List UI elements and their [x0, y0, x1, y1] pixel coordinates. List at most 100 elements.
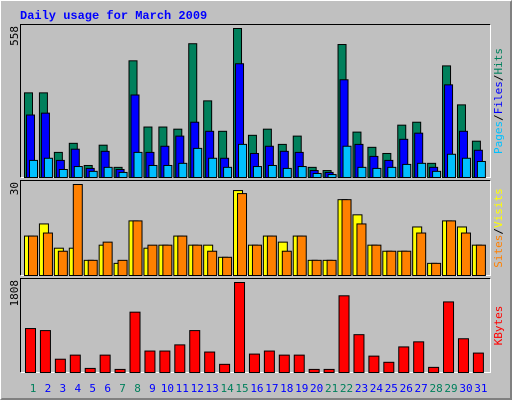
x-tick-label: 7: [119, 382, 126, 395]
bar: [133, 151, 143, 179]
bar: [323, 368, 335, 374]
x-tick-label: 8: [134, 382, 141, 395]
legend-entry: KBytes: [492, 306, 505, 346]
legend-entry: Pages: [492, 121, 505, 154]
bar: [237, 193, 248, 277]
x-tick-label: 2: [45, 382, 52, 395]
bar: [72, 184, 83, 276]
bar: [193, 147, 203, 179]
x-tick-label: 10: [161, 382, 174, 395]
x-tick-label: 27: [415, 382, 428, 395]
x-tick-label: 18: [280, 382, 293, 395]
bar: [177, 235, 188, 276]
bar: [342, 145, 352, 179]
bar: [461, 157, 471, 179]
y-tick-label: 1808: [8, 280, 21, 307]
bar: [118, 171, 128, 179]
legend-entry: Files: [492, 81, 505, 114]
legend: Pages/Files/Hits: [492, 48, 505, 154]
x-tick-label: 6: [104, 382, 111, 395]
bar: [431, 262, 442, 277]
bar: [475, 244, 486, 277]
bar: [87, 259, 98, 277]
bar: [398, 346, 410, 374]
bar: [29, 159, 38, 179]
bar: [383, 361, 395, 373]
bar: [103, 166, 113, 178]
x-tick-label: 29: [444, 382, 457, 395]
bar: [263, 350, 275, 373]
x-tick-label: 3: [60, 382, 67, 395]
x-tick-label: 1: [30, 382, 37, 395]
x-tick-label: 28: [429, 382, 442, 395]
x-tick-label: 11: [176, 382, 189, 395]
bar: [207, 250, 218, 277]
bar: [386, 250, 397, 277]
bar: [28, 235, 38, 276]
x-tick-label: 17: [265, 382, 278, 395]
x-tick-label: 25: [385, 382, 398, 395]
bar: [341, 199, 352, 277]
bar: [356, 223, 367, 276]
bar: [58, 168, 68, 178]
bar: [178, 162, 188, 179]
panel-border-dark: [20, 24, 491, 178]
bar: [88, 170, 98, 179]
bar: [43, 157, 53, 179]
bar: [417, 162, 427, 179]
legend-separator: /: [492, 228, 505, 235]
bar: [162, 244, 173, 277]
bar: [174, 344, 186, 374]
bar: [460, 232, 471, 277]
bar: [144, 350, 156, 373]
bar: [148, 164, 158, 178]
bar: [312, 172, 322, 179]
bar: [368, 355, 380, 374]
bar: [293, 354, 305, 373]
bar: [281, 250, 292, 277]
bar: [353, 334, 365, 374]
bar: [102, 241, 113, 276]
x-tick-label: 4: [74, 382, 81, 395]
bar: [447, 153, 457, 178]
bar: [219, 363, 231, 373]
bar: [432, 170, 442, 179]
bar: [204, 351, 216, 373]
bar: [147, 244, 158, 277]
bar: [39, 330, 51, 373]
bar: [54, 358, 66, 374]
x-tick-label: 24: [370, 382, 384, 395]
bar: [189, 330, 201, 373]
bar: [57, 250, 68, 277]
x-tick-label: 31: [474, 382, 487, 395]
bar: [402, 163, 412, 179]
bar: [163, 164, 173, 178]
x-tick-label: 30: [459, 382, 472, 395]
bar: [132, 220, 143, 276]
y-tick-label: 30: [8, 182, 21, 195]
bar: [297, 166, 307, 178]
bar: [443, 301, 455, 374]
y-tick-label: 558: [8, 26, 21, 46]
bar: [223, 166, 233, 178]
bar: [267, 164, 277, 178]
bar: [222, 256, 233, 276]
bar: [159, 350, 171, 373]
x-tick-label: 19: [295, 382, 308, 395]
legend-entry: Hits: [492, 48, 505, 75]
legend-entry: Sites: [492, 235, 505, 268]
bar: [472, 352, 484, 373]
bar: [296, 235, 307, 276]
bar: [238, 143, 248, 178]
bar: [326, 259, 337, 277]
x-tick-label: 15: [235, 382, 248, 395]
legend: Sites/Visits: [492, 188, 505, 268]
legend-separator: /: [492, 75, 505, 82]
bar: [248, 353, 260, 373]
bar: [69, 354, 81, 373]
bar: [428, 366, 440, 374]
bar: [234, 282, 246, 373]
x-tick-label: 20: [310, 382, 323, 395]
bar: [84, 367, 96, 374]
